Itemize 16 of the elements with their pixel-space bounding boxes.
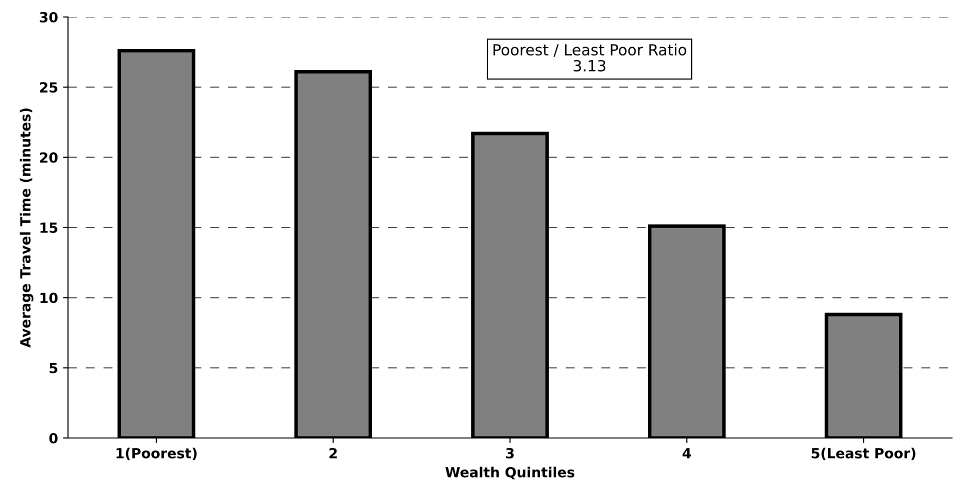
x-tick-label: 3: [506, 448, 514, 458]
y-tick-label: 0: [49, 432, 58, 444]
y-axis-title: Average Travel Time (minutes): [20, 108, 34, 348]
x-tick-label: 4: [682, 448, 691, 458]
y-tick-label: 25: [40, 82, 58, 93]
y-tick-label: 5: [50, 362, 58, 374]
annotation: 3.13: [574, 60, 606, 72]
x-tick-label: 2: [329, 448, 337, 458]
x-tick-label: 1(Poorest): [116, 448, 197, 460]
y-tick-label: 30: [40, 12, 58, 22]
y-tick-label: 15: [40, 222, 58, 233]
x-axis-title: Wealth Quintiles: [445, 466, 574, 480]
y-tick-label: 20: [40, 152, 58, 163]
annotation: Poorest / Least Poor Ratio: [494, 44, 686, 57]
y-tick-label: 10: [40, 292, 58, 304]
x-tick-label: 5(Least Poor): [812, 448, 916, 460]
